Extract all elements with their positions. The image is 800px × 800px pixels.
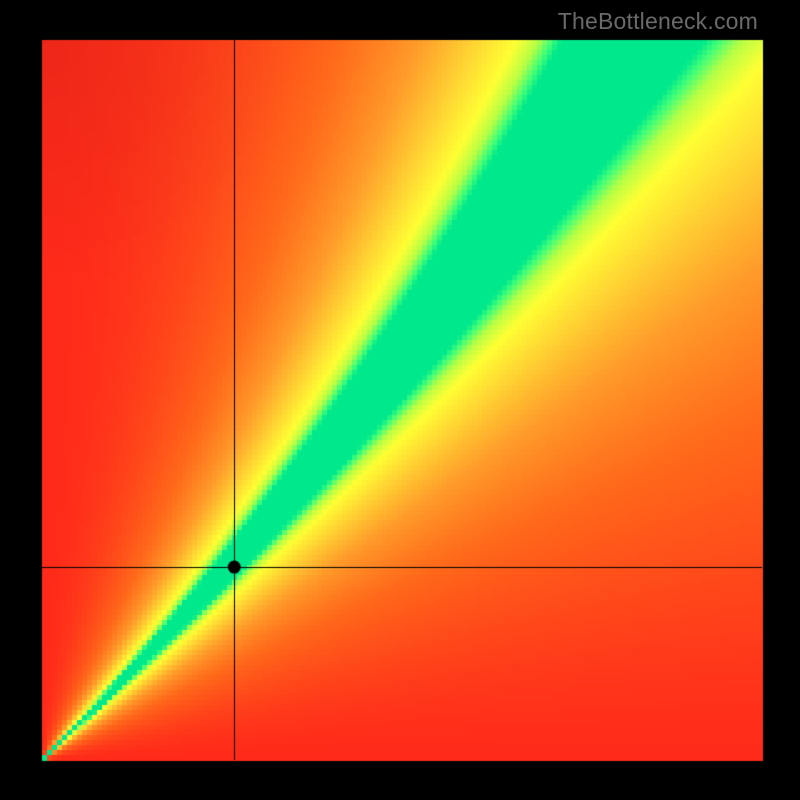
chart-container: TheBottleneck.com: [0, 0, 800, 800]
bottleneck-heatmap-canvas: [0, 0, 800, 800]
watermark-label: TheBottleneck.com: [558, 8, 758, 35]
